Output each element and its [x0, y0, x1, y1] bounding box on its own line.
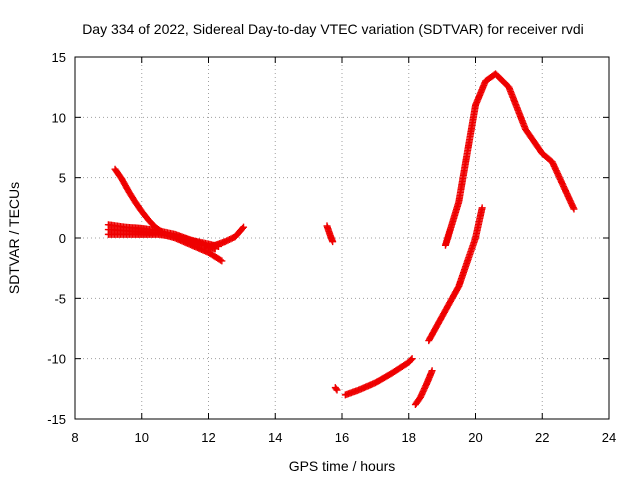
data-points	[104, 70, 578, 409]
series-arc-5	[205, 223, 248, 252]
y-tick-label: 0	[59, 231, 66, 246]
data-point	[428, 367, 436, 375]
series-arc-8	[341, 355, 416, 399]
data-point	[332, 385, 340, 393]
series-arc-11	[441, 101, 479, 249]
chart-title: Day 334 of 2022, Sidereal Day-to-day VTE…	[82, 21, 584, 37]
series-arc-4	[111, 165, 166, 236]
series-arc-12	[472, 70, 578, 213]
plot-frame	[74, 56, 610, 420]
tick-labels: 8 10 12 14 16 18 20 22 24 -15 -10 -5 0 5 10 15	[47, 50, 616, 445]
y-tick-label: 5	[59, 171, 66, 186]
x-tick-label: 18	[402, 430, 416, 445]
grid-lines	[75, 57, 609, 419]
data-point	[157, 227, 165, 235]
data-point	[570, 205, 578, 213]
x-axis-label: GPS time / hours	[289, 458, 396, 474]
x-tick-label: 14	[268, 430, 282, 445]
x-tick-label: 12	[201, 430, 215, 445]
y-tick-label: 15	[52, 50, 66, 65]
data-point	[478, 204, 486, 212]
x-tick-label: 22	[535, 430, 549, 445]
y-tick-label: -15	[47, 412, 66, 427]
data-point	[240, 223, 248, 231]
series-arc-9	[411, 367, 436, 409]
data-point	[408, 355, 416, 363]
x-tick-label: 20	[468, 430, 482, 445]
x-tick-label: 24	[602, 430, 616, 445]
y-tick-label: -10	[47, 352, 66, 367]
data-point	[158, 228, 166, 236]
x-tick-label: 16	[335, 430, 349, 445]
data-point	[239, 224, 247, 232]
data-point	[407, 356, 415, 364]
y-axis-label: SDTVAR / TECUs	[6, 182, 22, 294]
data-point	[218, 257, 226, 265]
data-point	[329, 238, 337, 246]
data-point	[217, 256, 225, 264]
x-tick-label: 8	[71, 430, 78, 445]
y-tick-label: -5	[54, 291, 66, 306]
data-point	[333, 386, 341, 394]
series-arc-7	[331, 384, 341, 394]
series-arc-6	[323, 222, 337, 246]
x-tick-label: 10	[135, 430, 149, 445]
y-tick-label: 10	[52, 110, 66, 125]
series-arc-10	[425, 204, 486, 345]
